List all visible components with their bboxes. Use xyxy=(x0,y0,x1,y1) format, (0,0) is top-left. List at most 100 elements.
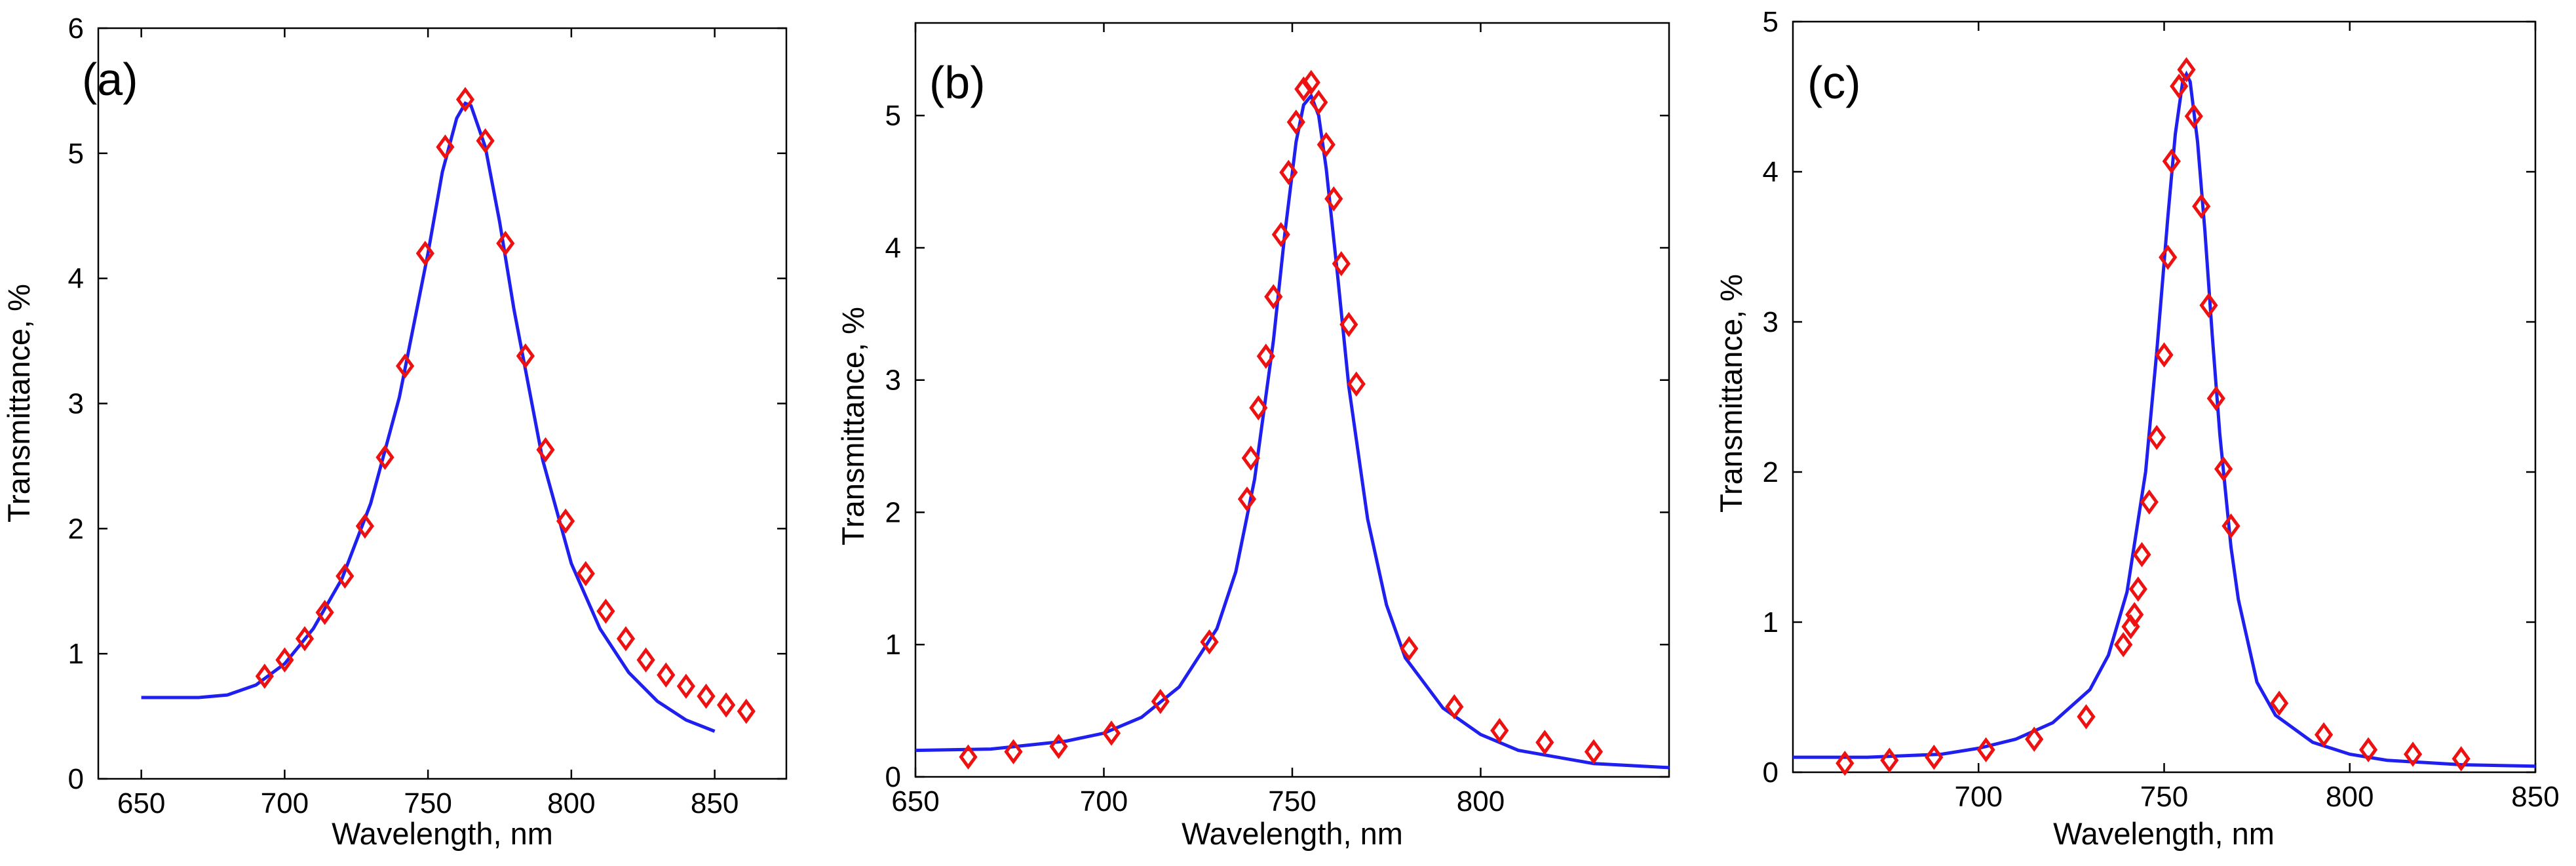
measured-data-point xyxy=(275,647,294,673)
y-tick-label: 5 xyxy=(68,138,84,170)
measured-data-point xyxy=(596,599,615,624)
measured-data-point xyxy=(1279,159,1298,186)
x-tick-label: 800 xyxy=(2326,781,2374,813)
measured-data-point xyxy=(2314,722,2334,748)
y-tick-label: 3 xyxy=(68,388,84,420)
measured-data-point xyxy=(476,128,495,154)
measured-data-point xyxy=(676,673,696,699)
measured-data-point xyxy=(375,444,394,470)
y-tick-label: 2 xyxy=(885,496,901,528)
measured-data-point xyxy=(2077,704,2096,730)
measured-data-point xyxy=(2214,456,2233,482)
x-tick-label: 650 xyxy=(117,787,165,819)
measured-data-point xyxy=(1271,222,1290,248)
measured-data-point xyxy=(1049,734,1068,759)
y-tick-label: 0 xyxy=(68,763,84,795)
panel-b: (b) Wavelength, nm Transmittance, % 650 7… xyxy=(836,22,1670,851)
panel-c-y-axis-label: Transmittance, % xyxy=(1714,274,1748,513)
fit-curve-line xyxy=(1793,70,2536,768)
measured-data-point xyxy=(496,230,515,256)
measured-data-point xyxy=(1324,186,1343,212)
y-tick-label: 4 xyxy=(68,263,84,295)
measured-data-point xyxy=(716,692,736,718)
measured-data-point xyxy=(1332,250,1351,277)
measured-data-point xyxy=(315,599,334,625)
measured-data-point xyxy=(1301,69,1320,96)
measured-data-point xyxy=(556,508,575,534)
y-tick-label: 2 xyxy=(1763,456,1778,488)
measured-data-point xyxy=(336,563,355,589)
measured-data-point xyxy=(415,241,434,266)
x-tick-label: 700 xyxy=(1080,785,1128,817)
measured-data-point xyxy=(2114,632,2133,658)
y-tick-label: 6 xyxy=(68,12,84,45)
y-tick-label: 3 xyxy=(1763,306,1778,338)
measured-data-point xyxy=(1347,371,1366,397)
measured-data-point xyxy=(2140,489,2159,515)
x-tick-label: 750 xyxy=(2140,781,2188,813)
panel-a: (a) Wavelength, nm Transmittance, % 650 7… xyxy=(1,12,788,851)
measured-data-point xyxy=(395,353,415,379)
y-tick-label: 1 xyxy=(885,629,901,661)
x-tick-label: 800 xyxy=(547,787,595,819)
measured-data-point xyxy=(295,626,315,652)
measured-data-point xyxy=(2192,193,2211,219)
measured-data-point xyxy=(576,561,595,587)
panel-c-series xyxy=(1793,57,2536,776)
measured-data-point xyxy=(2025,726,2044,752)
measured-data-point xyxy=(2184,104,2203,129)
y-tick-label: 0 xyxy=(1763,757,1778,789)
measured-data-point xyxy=(636,647,655,673)
measured-data-point xyxy=(1317,132,1336,157)
measured-data-point xyxy=(2125,602,2144,627)
measured-data-point xyxy=(2128,576,2147,602)
y-tick-label: 3 xyxy=(885,364,901,397)
fit-curve-line xyxy=(141,101,716,733)
measured-data-point xyxy=(1256,344,1275,369)
measured-data-point xyxy=(616,626,636,652)
y-tick-label: 4 xyxy=(885,232,901,264)
y-tick-label: 0 xyxy=(885,761,901,793)
measured-data-point xyxy=(1339,311,1358,338)
x-tick-label: 700 xyxy=(261,787,309,819)
measured-data-point xyxy=(2269,690,2289,716)
measured-data-point xyxy=(1925,744,1944,770)
measured-data-point xyxy=(1584,739,1604,764)
measured-data-point xyxy=(1151,688,1170,715)
panel-c-x-axis-label: Wavelength, nm xyxy=(2053,816,2275,851)
panel-a-ticks: 650 700 750 800 850 0 1 2 3 4 5 6 xyxy=(68,12,786,819)
measured-data-point xyxy=(455,87,475,113)
measured-data-point xyxy=(959,744,978,770)
y-tick-label: 1 xyxy=(1763,606,1778,639)
panel-c-label: (c) xyxy=(1807,57,1861,108)
y-tick-label: 5 xyxy=(1763,6,1778,38)
measured-data-point xyxy=(1400,636,1419,661)
measured-data-point xyxy=(2206,385,2225,412)
x-tick-label: 850 xyxy=(691,787,739,819)
panel-c: (c) Wavelength, nm Transmittance, % 700 7… xyxy=(1714,6,2560,851)
panel-b-y-axis-label: Transmittance, % xyxy=(836,307,870,545)
measured-data-point xyxy=(255,663,274,689)
measured-data-point xyxy=(2199,292,2218,319)
measured-data-point xyxy=(436,134,455,160)
measured-data-point xyxy=(1976,737,1995,762)
measured-data-point xyxy=(2358,737,2378,762)
y-tick-label: 2 xyxy=(68,513,84,545)
panel-c-plot-frame xyxy=(1792,20,2537,774)
y-tick-label: 4 xyxy=(1763,156,1778,188)
measured-data-point xyxy=(355,513,375,539)
measured-data-point xyxy=(2159,245,2178,270)
measured-data-point xyxy=(2132,541,2151,568)
measured-data-point xyxy=(1004,739,1023,764)
measured-data-point xyxy=(2147,425,2166,450)
measured-data-point xyxy=(1237,486,1257,512)
measured-data-point xyxy=(1286,109,1305,135)
x-tick-label: 650 xyxy=(891,785,939,817)
x-tick-label: 850 xyxy=(2511,781,2559,813)
panel-b-plot-frame xyxy=(914,22,1670,778)
measured-data-point xyxy=(1102,720,1121,746)
panel-c-ticks: 700 750 800 850 0 1 2 3 4 5 xyxy=(1763,6,2560,813)
measured-data-point xyxy=(2170,73,2189,99)
x-tick-label: 700 xyxy=(1955,781,2003,813)
